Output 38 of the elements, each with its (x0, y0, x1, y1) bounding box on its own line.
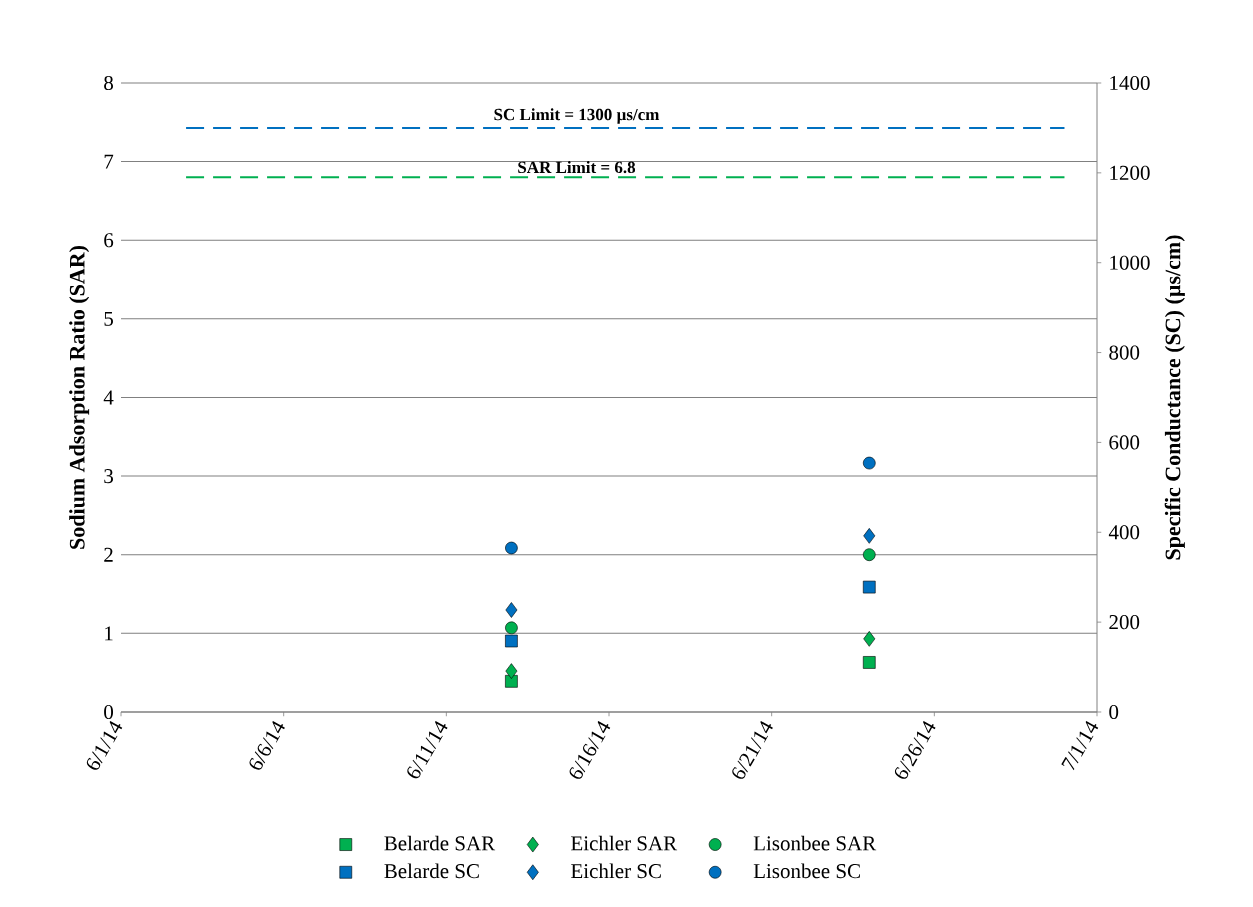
point (505, 602, 518, 618)
point (505, 634, 518, 648)
point (505, 663, 518, 679)
y2-tick-label: 400 (1108, 525, 1140, 540)
point (862, 656, 876, 669)
y2-tick-label: 1000 (1110, 255, 1150, 270)
point (863, 528, 876, 544)
legend-label: Eichler SAR (571, 835, 678, 851)
y2-tick-label: 1200 (1110, 165, 1150, 180)
y-tick-label: 1 (105, 626, 113, 641)
y-tick-label: 5 (104, 311, 113, 326)
y2-tick-label: 600 (1109, 435, 1140, 450)
y-tick-label: 6 (104, 233, 114, 248)
legend-label: Belarde SAR (384, 835, 496, 851)
legend-label: Lisonbee SAR (753, 835, 877, 851)
point (862, 548, 876, 562)
point (505, 621, 518, 635)
y2-axis-title: Specific Conductance (SC) (µs/cm) (1164, 235, 1185, 560)
legend-label: Eichler SC (571, 863, 661, 879)
point (862, 580, 876, 594)
y2-tick-label: 1400 (1110, 75, 1150, 91)
y2-tick-label: 200 (1109, 615, 1140, 630)
point (505, 541, 518, 555)
y-tick-label: 2 (104, 547, 113, 562)
y-tick-label: 3 (104, 469, 113, 484)
y-tick-label: 0 (104, 704, 114, 720)
y-axis-title: Sodium Adsorption Ratio (SAR) (69, 245, 90, 549)
y-tick-label: 8 (104, 75, 114, 91)
legend-label: Belarde SC (384, 863, 479, 879)
ref-line-label: SC Limit = 1300 µs/cm (494, 108, 660, 124)
legend-label: Lisonbee SC (753, 863, 860, 879)
y-tick-label: 4 (103, 390, 114, 405)
y2-tick-label: 800 (1109, 345, 1140, 360)
y2-tick-label: 0 (1109, 704, 1119, 720)
point (863, 631, 876, 647)
y-tick-label: 7 (104, 154, 114, 169)
ref-line-label: SAR Limit = 6.8 (518, 161, 636, 174)
point (862, 456, 876, 470)
